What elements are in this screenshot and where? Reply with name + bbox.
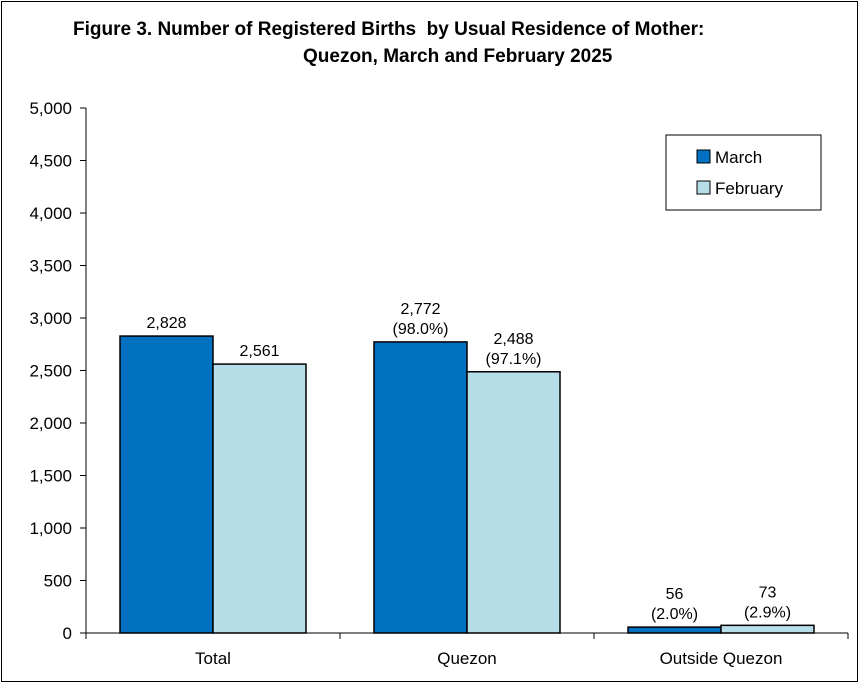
data-label-percent: (2.0%) bbox=[651, 606, 698, 623]
bar-february bbox=[212, 363, 307, 634]
y-tick-label: 4,000 bbox=[29, 204, 72, 223]
chart-title-line-1: Figure 3. Number of Registered Births by… bbox=[73, 19, 705, 40]
bar-march bbox=[373, 341, 468, 634]
bar-march bbox=[119, 335, 214, 634]
data-label-percent: (97.1%) bbox=[485, 351, 541, 368]
y-tick-label: 3,000 bbox=[29, 309, 72, 328]
y-tick-label: 500 bbox=[44, 572, 72, 591]
data-label-value: 2,561 bbox=[239, 343, 279, 360]
y-tick-label: 0 bbox=[63, 624, 72, 643]
y-axis: 0 500 1,000 1,500 2,000 2,500 3,000 3,500 4,000 4… bbox=[29, 99, 87, 643]
y-tick-label: 2,500 bbox=[29, 362, 72, 381]
data-label-value: 2,772 bbox=[400, 301, 440, 318]
legend-label-february: February bbox=[715, 179, 784, 198]
bar-february bbox=[466, 371, 561, 634]
data-label-percent: (2.9%) bbox=[744, 604, 791, 621]
legend-box bbox=[665, 134, 822, 211]
x-tick-label: Total bbox=[195, 649, 231, 668]
data-labels: 2,828 2,561 2,772 (98.0%) 2,488 (97.1%) 56 (2.0… bbox=[146, 301, 791, 623]
legend-swatch-february bbox=[696, 180, 711, 195]
y-tick-label: 3,500 bbox=[29, 257, 72, 276]
chart-title-line-2: Quezon, March and February 2025 bbox=[303, 46, 613, 67]
data-label-value: 56 bbox=[666, 586, 684, 603]
x-axis: Total Quezon Outside Quezon bbox=[85, 632, 849, 668]
y-tick-label: 4,500 bbox=[29, 152, 72, 171]
legend-swatch-march bbox=[696, 149, 711, 164]
data-label-value: 2,488 bbox=[493, 331, 533, 348]
y-tick-label: 2,000 bbox=[29, 414, 72, 433]
data-label-percent: (98.0%) bbox=[392, 321, 448, 338]
legend-label-march: March bbox=[715, 148, 762, 167]
x-tick-label: Quezon bbox=[437, 649, 497, 668]
y-tick-label: 1,000 bbox=[29, 519, 72, 538]
y-tick-label: 1,500 bbox=[29, 467, 72, 486]
legend: March February bbox=[665, 134, 822, 211]
y-tick-label: 5,000 bbox=[29, 99, 72, 118]
bar-february bbox=[720, 624, 815, 634]
x-tick-label: Outside Quezon bbox=[660, 649, 783, 668]
data-label-value: 73 bbox=[759, 584, 777, 601]
data-label-value: 2,828 bbox=[146, 315, 186, 332]
bars bbox=[119, 335, 815, 634]
bar-march bbox=[627, 626, 722, 634]
